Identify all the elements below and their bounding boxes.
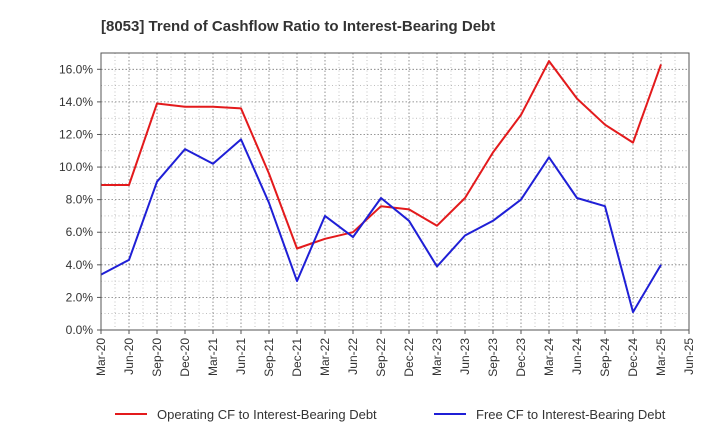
x-axis: Mar-20 Jun-20 Sep-20 Dec-20 Mar-21 Jun-21 Sep-… [94,330,696,377]
x-tick-label: Jun-20 [122,338,136,375]
x-tick-label: Jun-25 [682,338,696,375]
legend-item-2: Free CF to Interest-Bearing Debt [434,407,666,422]
legend-label: Operating CF to Interest-Bearing Debt [157,407,377,422]
x-tick-label: Sep-24 [598,338,612,377]
x-tick-label: Mar-25 [654,338,668,376]
legend: Operating CF to Interest-Bearing Debt Fre… [115,407,666,422]
y-tick-label: 8.0% [66,193,94,207]
series-line-2 [100,138,662,314]
x-tick-label: Mar-20 [94,338,108,376]
y-tick-label: 10.0% [59,160,93,174]
x-tick-label: Sep-20 [150,338,164,377]
y-tick-label: 14.0% [59,95,93,109]
legend-item-1: Operating CF to Interest-Bearing Debt [115,407,377,422]
y-tick-label: 4.0% [66,258,94,272]
x-tick-label: Mar-21 [206,338,220,376]
x-tick-label: Sep-21 [262,338,276,377]
y-tick-label: 16.0% [59,62,93,76]
x-tick-label: Mar-23 [430,338,444,376]
x-tick-label: Mar-22 [318,338,332,376]
x-tick-label: Dec-23 [514,338,528,377]
x-tick-label: Sep-23 [486,338,500,377]
x-tick-label: Dec-20 [178,338,192,377]
y-axis: 0.0% 2.0% 4.0% 6.0% 8.0% 10.0% 12.0% 14.0% 16.0% [59,62,101,337]
x-tick-label: Dec-21 [290,338,304,377]
y-tick-label: 2.0% [66,290,94,304]
y-tick-label: 12.0% [59,127,93,141]
series-group [100,60,662,314]
x-tick-label: Jun-23 [458,338,472,375]
y-tick-label: 6.0% [66,225,94,239]
x-tick-label: Jun-24 [570,338,584,375]
y-tick-label: 0.0% [66,323,94,337]
legend-label: Free CF to Interest-Bearing Debt [476,407,666,422]
grid [100,52,690,331]
x-tick-label: Jun-21 [234,338,248,375]
x-tick-label: Mar-24 [542,338,556,376]
series-line-1 [101,60,662,250]
x-tick-label: Dec-22 [402,338,416,377]
x-tick-label: Jun-22 [346,338,360,375]
x-tick-label: Dec-24 [626,338,640,377]
chart-title: [8053] Trend of Cashflow Ratio to Intere… [101,18,495,35]
x-tick-label: Sep-22 [374,338,388,377]
plot-area-frame [100,52,690,331]
